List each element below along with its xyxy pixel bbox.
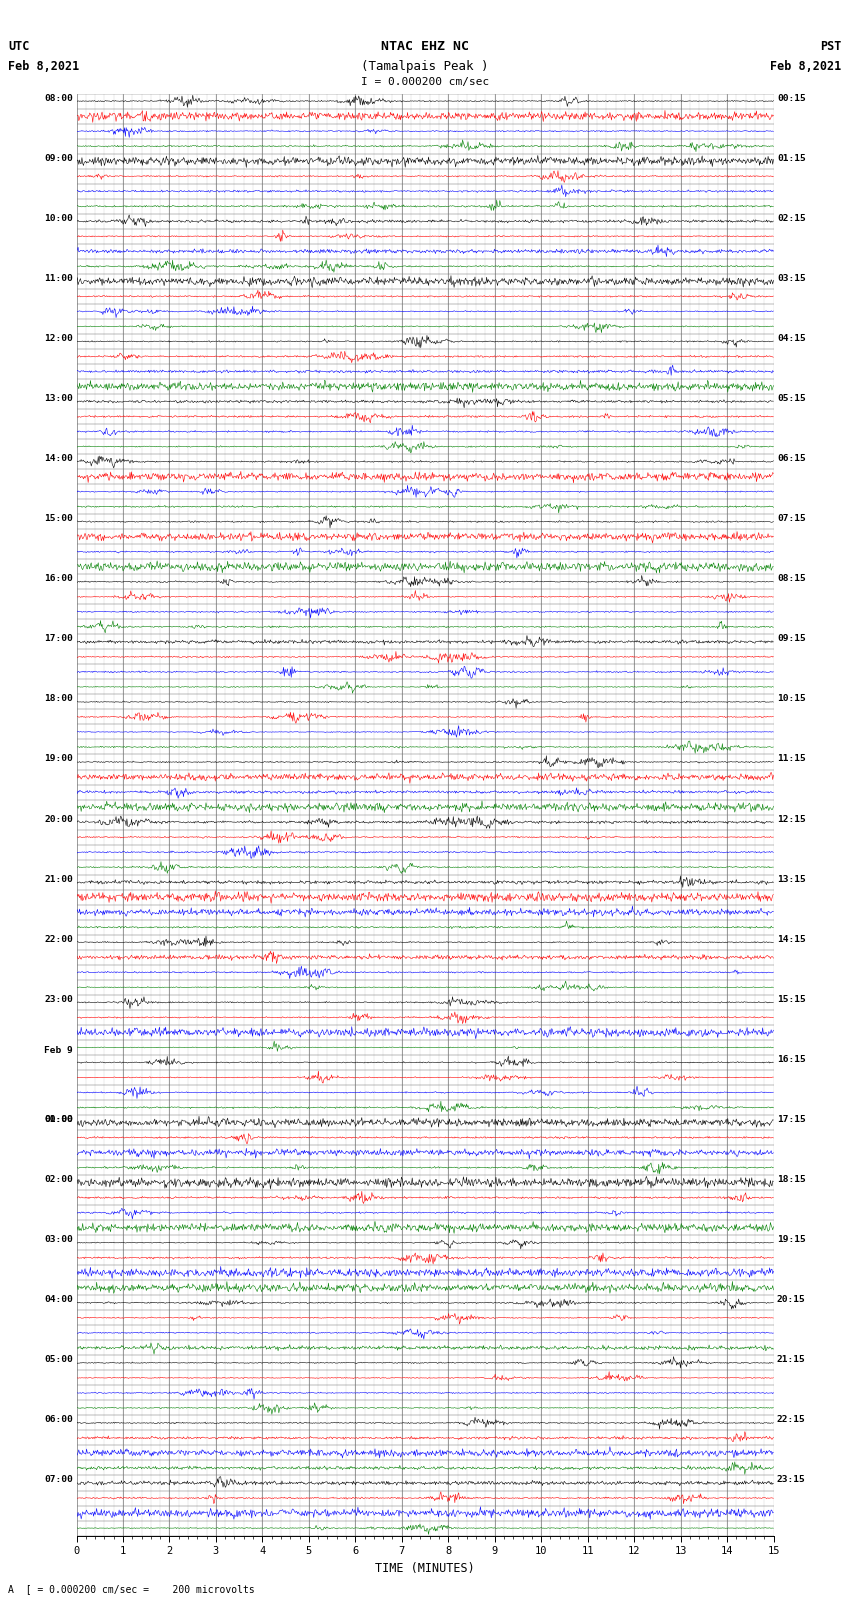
- Text: 04:00: 04:00: [44, 1295, 73, 1305]
- Text: 05:15: 05:15: [777, 394, 806, 403]
- Text: 15:00: 15:00: [44, 515, 73, 523]
- Text: 20:00: 20:00: [44, 815, 73, 824]
- Text: 04:15: 04:15: [777, 334, 806, 344]
- Text: 00:15: 00:15: [777, 94, 806, 103]
- Text: 06:00: 06:00: [44, 1416, 73, 1424]
- Text: Feb 8,2021: Feb 8,2021: [8, 60, 80, 73]
- Text: 19:00: 19:00: [44, 755, 73, 763]
- Text: 20:15: 20:15: [777, 1295, 806, 1305]
- X-axis label: TIME (MINUTES): TIME (MINUTES): [375, 1561, 475, 1574]
- Text: 08:15: 08:15: [777, 574, 806, 584]
- Text: A  [ = 0.000200 cm/sec =    200 microvolts: A [ = 0.000200 cm/sec = 200 microvolts: [8, 1584, 255, 1594]
- Text: 11:15: 11:15: [777, 755, 806, 763]
- Text: 22:00: 22:00: [44, 936, 73, 944]
- Text: 09:00: 09:00: [44, 153, 73, 163]
- Text: 12:15: 12:15: [777, 815, 806, 824]
- Text: 07:15: 07:15: [777, 515, 806, 523]
- Text: 02:00: 02:00: [44, 1174, 73, 1184]
- Text: 03:00: 03:00: [44, 1236, 73, 1244]
- Text: PST: PST: [820, 40, 842, 53]
- Text: 13:15: 13:15: [777, 874, 806, 884]
- Text: 17:15: 17:15: [777, 1115, 806, 1124]
- Text: Feb 8,2021: Feb 8,2021: [770, 60, 842, 73]
- Text: 23:00: 23:00: [44, 995, 73, 1003]
- Text: NTAC EHZ NC: NTAC EHZ NC: [381, 40, 469, 53]
- Text: (Tamalpais Peak ): (Tamalpais Peak ): [361, 60, 489, 73]
- Text: 21:15: 21:15: [777, 1355, 806, 1365]
- Text: 23:15: 23:15: [777, 1476, 806, 1484]
- Text: 00:00: 00:00: [44, 1115, 73, 1124]
- Text: 16:15: 16:15: [777, 1055, 806, 1065]
- Text: 18:00: 18:00: [44, 695, 73, 703]
- Text: 01:00: 01:00: [44, 1115, 73, 1124]
- Text: 15:15: 15:15: [777, 995, 806, 1003]
- Text: 16:00: 16:00: [44, 574, 73, 584]
- Text: I = 0.000200 cm/sec: I = 0.000200 cm/sec: [361, 77, 489, 87]
- Text: 11:00: 11:00: [44, 274, 73, 282]
- Text: 10:00: 10:00: [44, 215, 73, 223]
- Text: 19:15: 19:15: [777, 1236, 806, 1244]
- Text: 03:15: 03:15: [777, 274, 806, 282]
- Text: 21:00: 21:00: [44, 874, 73, 884]
- Text: Feb 9: Feb 9: [44, 1045, 73, 1055]
- Text: 02:15: 02:15: [777, 215, 806, 223]
- Text: 18:15: 18:15: [777, 1174, 806, 1184]
- Text: 14:00: 14:00: [44, 455, 73, 463]
- Text: 05:00: 05:00: [44, 1355, 73, 1365]
- Text: 09:15: 09:15: [777, 634, 806, 644]
- Text: 07:00: 07:00: [44, 1476, 73, 1484]
- Text: 01:15: 01:15: [777, 153, 806, 163]
- Text: 17:00: 17:00: [44, 634, 73, 644]
- Text: 13:00: 13:00: [44, 394, 73, 403]
- Text: 22:15: 22:15: [777, 1416, 806, 1424]
- Text: 06:15: 06:15: [777, 455, 806, 463]
- Text: UTC: UTC: [8, 40, 30, 53]
- Text: 08:00: 08:00: [44, 94, 73, 103]
- Text: 12:00: 12:00: [44, 334, 73, 344]
- Text: 10:15: 10:15: [777, 695, 806, 703]
- Text: 14:15: 14:15: [777, 936, 806, 944]
